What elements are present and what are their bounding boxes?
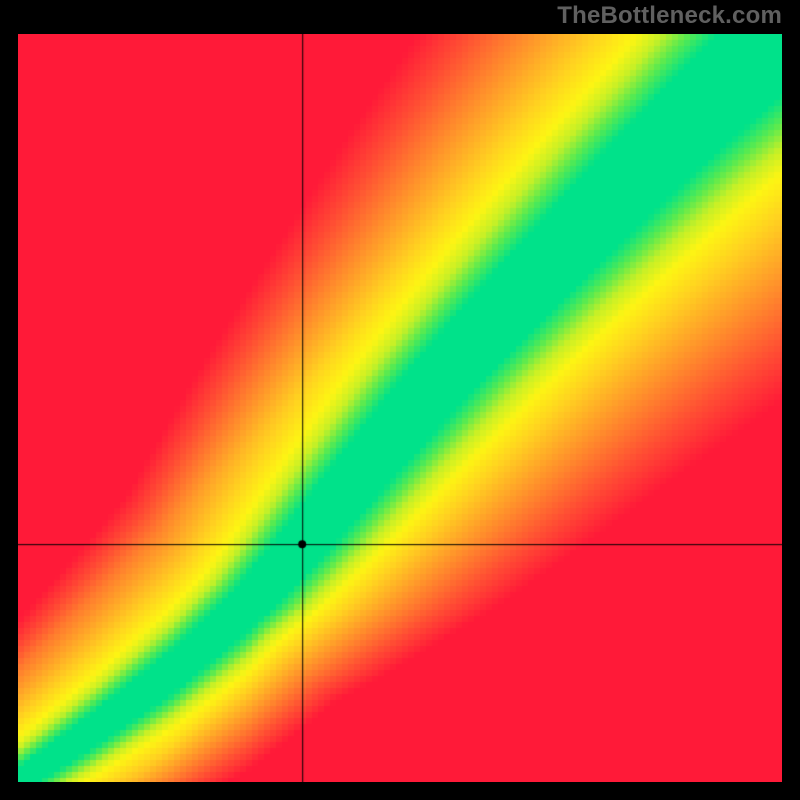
heatmap-canvas xyxy=(18,34,782,782)
heatmap-plot xyxy=(18,34,782,782)
chart-container: TheBottleneck.com xyxy=(0,0,800,800)
attribution-text: TheBottleneck.com xyxy=(557,2,782,30)
